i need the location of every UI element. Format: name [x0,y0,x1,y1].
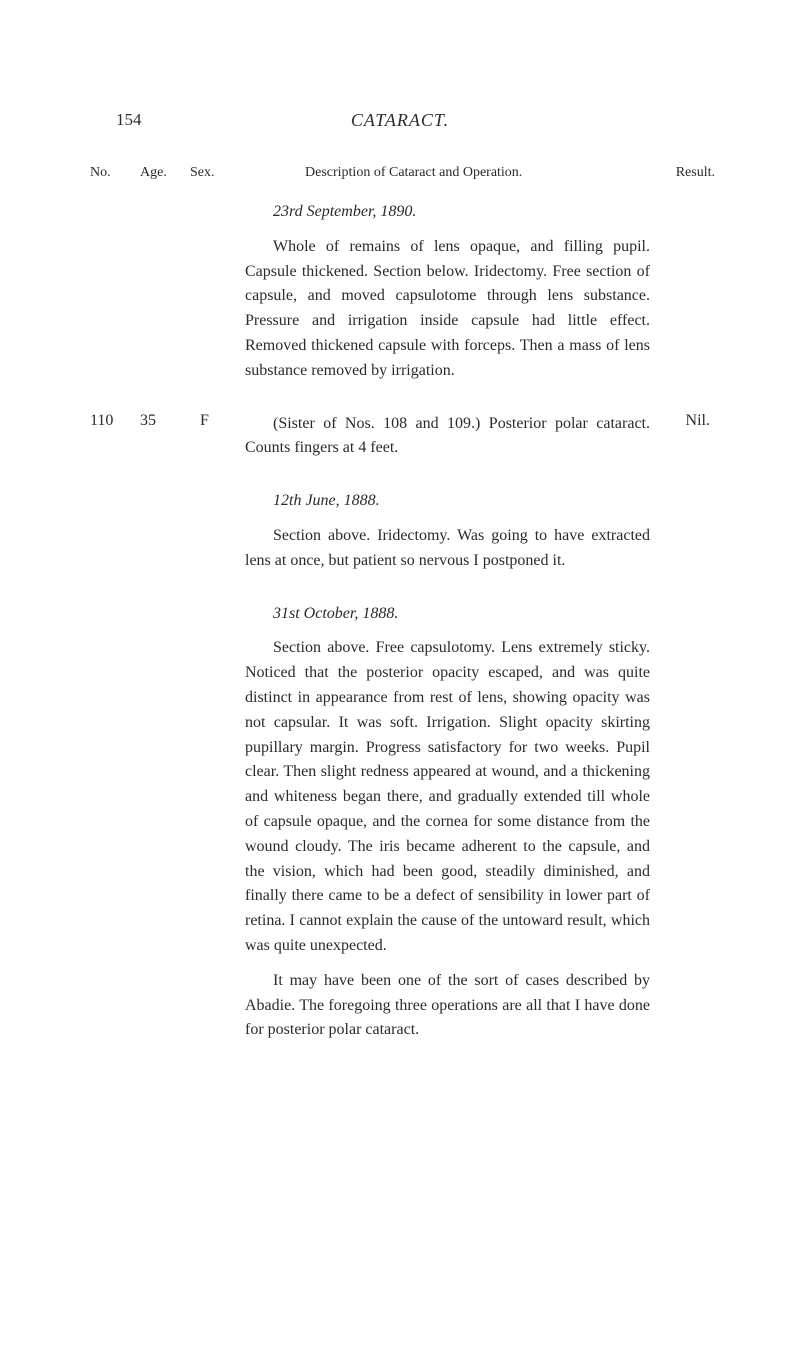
paragraph-1: Whole of remains of lens opaque, and fil… [245,235,650,384]
entry-section-1: 23rd September, 1890. Whole of remains o… [80,200,730,384]
entry-no: 110 [90,412,113,430]
entry-section-4: 31st October, 1888. Section above. Free … [80,602,730,1044]
date-heading-1: 23rd September, 1890. [273,200,650,225]
paragraph-5: It may have been one of the sort of case… [245,969,650,1043]
date-heading-2: 12th June, 1888. [273,489,650,514]
column-sex: Sex. [190,165,215,181]
page-number: 154 [116,110,142,130]
description-block-4: 31st October, 1888. Section above. Free … [245,602,650,1044]
column-no: No. [90,165,111,181]
paragraph-2: (Sister of Nos. 108 and 109.) Posterior … [245,412,650,462]
description-block-2: (Sister of Nos. 108 and 109.) Posterior … [245,412,650,462]
paragraph-3: Section above. Iridectomy. Was going to … [245,524,650,574]
content-area: 23rd September, 1890. Whole of remains o… [80,200,730,1071]
entry-section-3: 12th June, 1888. Section above. Iridecto… [80,489,730,573]
date-heading-3: 31st October, 1888. [273,602,650,627]
column-description: Description of Cataract and Operation. [305,165,522,181]
page-title: CATARACT. [351,110,449,131]
description-block-3: 12th June, 1888. Section above. Iridecto… [245,489,650,573]
description-block-1: 23rd September, 1890. Whole of remains o… [245,200,650,384]
column-age: Age. [140,165,167,181]
paragraph-4: Section above. Free capsulotomy. Lens ex… [245,636,650,958]
entry-sex: F [200,412,209,430]
entry-age: 35 [140,412,156,430]
column-result: Result. [676,165,715,181]
entry-section-2: 110 35 F Nil. (Sister of Nos. 108 and 10… [80,412,730,462]
entry-result: Nil. [686,412,710,430]
